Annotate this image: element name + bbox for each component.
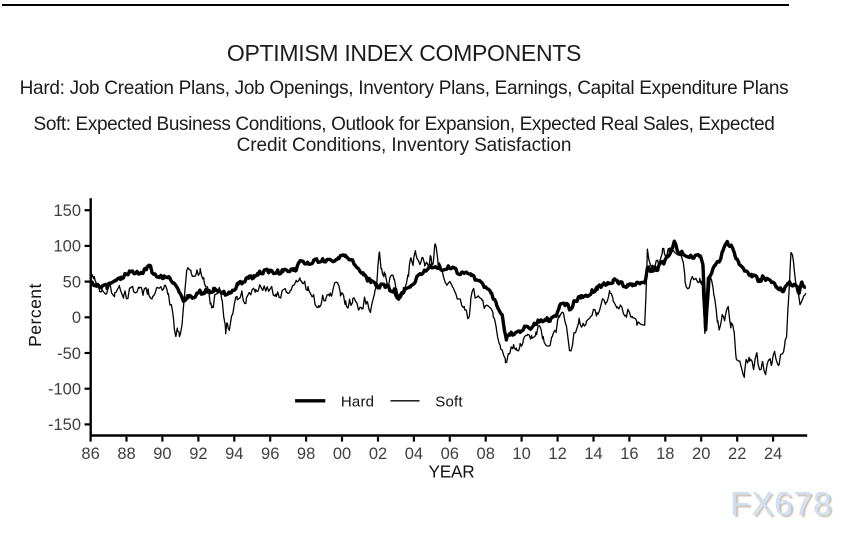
- svg-text:150: 150: [53, 202, 81, 220]
- svg-text:16: 16: [620, 445, 638, 463]
- svg-text:-150: -150: [48, 416, 81, 434]
- svg-text:12: 12: [548, 445, 566, 463]
- svg-text:18: 18: [656, 445, 674, 463]
- svg-text:10: 10: [512, 445, 530, 463]
- svg-text:04: 04: [405, 445, 423, 463]
- svg-text:06: 06: [441, 445, 459, 463]
- svg-text:22: 22: [728, 445, 746, 463]
- svg-text:100: 100: [53, 238, 81, 256]
- svg-text:50: 50: [63, 273, 81, 291]
- svg-text:88: 88: [117, 445, 135, 463]
- svg-text:92: 92: [189, 445, 207, 463]
- svg-text:00: 00: [333, 445, 351, 463]
- svg-text:08: 08: [477, 445, 495, 463]
- svg-text:14: 14: [584, 445, 602, 463]
- svg-text:YEAR: YEAR: [428, 461, 474, 481]
- svg-text:-50: -50: [57, 345, 81, 363]
- svg-text:0: 0: [72, 309, 81, 327]
- svg-text:96: 96: [261, 445, 279, 463]
- svg-text:94: 94: [225, 445, 243, 463]
- svg-text:86: 86: [81, 445, 99, 463]
- svg-text:98: 98: [297, 445, 315, 463]
- svg-text:24: 24: [764, 445, 782, 463]
- svg-text:-100: -100: [48, 381, 81, 399]
- svg-text:Hard: Hard: [341, 393, 374, 410]
- svg-text:20: 20: [692, 445, 710, 463]
- svg-text:Percent: Percent: [25, 283, 45, 347]
- svg-text:90: 90: [153, 445, 171, 463]
- svg-text:02: 02: [369, 445, 387, 463]
- svg-text:Soft: Soft: [435, 393, 463, 410]
